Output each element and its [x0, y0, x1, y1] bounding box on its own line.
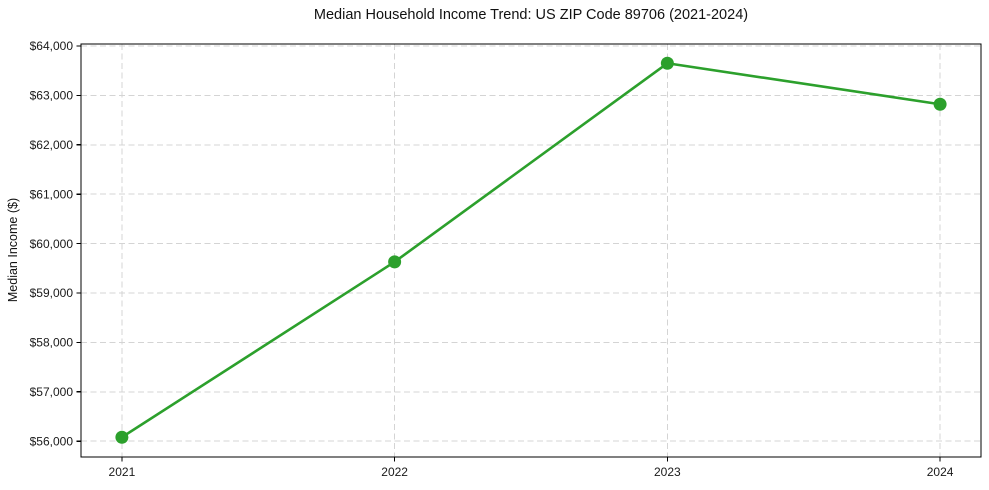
data-point-2024 — [933, 97, 947, 111]
y-tick-label: $61,000 — [30, 187, 74, 201]
x-tick-label: 2022 — [381, 465, 408, 479]
y-tick-label: $59,000 — [30, 286, 74, 300]
chart-title: Median Household Income Trend: US ZIP Co… — [313, 7, 749, 23]
trend-line — [120, 61, 942, 439]
y-tick-label: $62,000 — [30, 138, 74, 152]
data-point-2022 — [388, 255, 402, 269]
data-point-2021 — [115, 430, 129, 444]
y-tick-label: $56,000 — [30, 434, 74, 448]
data-point-2023 — [660, 56, 674, 70]
plot-border — [80, 43, 982, 458]
x-tick-label: 2023 — [654, 465, 681, 479]
x-tick-label: 2024 — [927, 465, 954, 479]
y-tick-label: $63,000 — [30, 89, 74, 103]
y-tick-label: $60,000 — [30, 237, 74, 251]
x-tick-label: 2021 — [109, 465, 136, 479]
y-tick-label: $58,000 — [30, 336, 74, 350]
y-tick-label: $64,000 — [30, 39, 74, 53]
y-tick-label: $57,000 — [30, 385, 74, 399]
